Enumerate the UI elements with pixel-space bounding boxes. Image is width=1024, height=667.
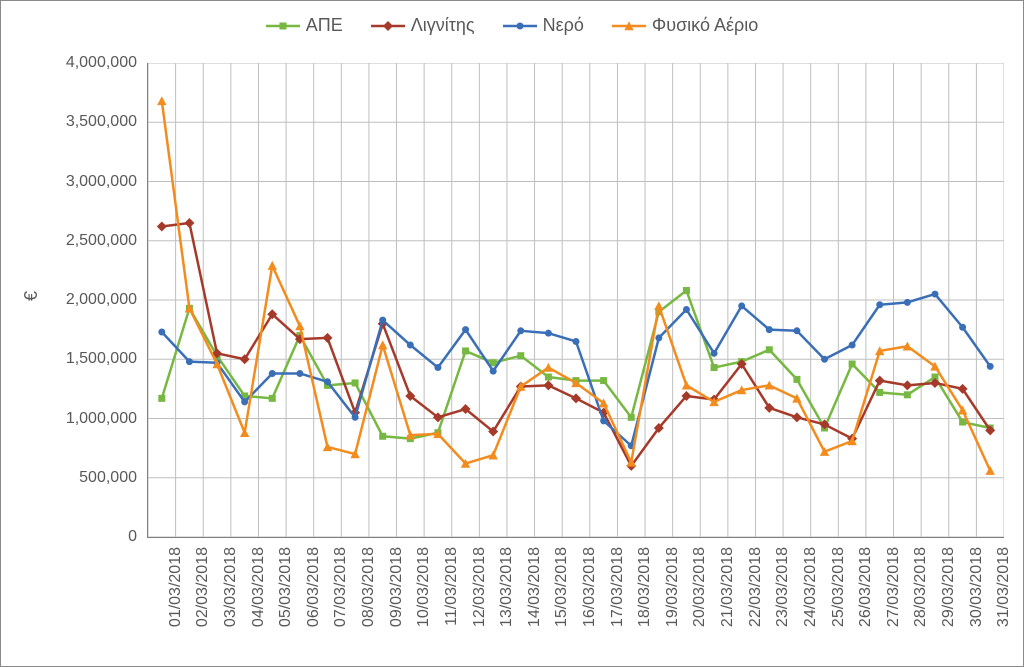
x-tick-label: 10/03/2018 [415,547,433,647]
y-axis-label: € [21,291,42,301]
x-tick-label: 16/03/2018 [581,547,599,647]
x-tick-label: 23/03/2018 [774,547,792,647]
legend-label: ΑΠΕ [306,15,343,36]
x-tick-label: 01/03/2018 [167,547,185,647]
x-tick-label: 20/03/2018 [691,547,709,647]
x-tick-label: 24/03/2018 [802,547,820,647]
x-tick-label: 26/03/2018 [857,547,875,647]
x-tick-label: 19/03/2018 [664,547,682,647]
x-tick-label: 29/03/2018 [940,547,958,647]
legend-swatch [371,19,405,33]
x-tick-label: 15/03/2018 [553,547,571,647]
legend-swatch [612,19,646,33]
x-tick-label: 07/03/2018 [332,547,350,647]
legend-label: Φυσικό Αέριο [652,15,758,36]
x-tick-label: 09/03/2018 [388,547,406,647]
chart-frame: ΑΠΕ Λιγνίτης Νερό Φυσικό Αέριο € 0 500,000 1,… [0,0,1024,667]
x-tick-label: 13/03/2018 [498,547,516,647]
y-tick-label: 1,000,000 [47,411,137,427]
legend-item: Λιγνίτης [371,15,475,36]
y-tick-label: 4,000,000 [47,55,137,71]
x-tick-label: 11/03/2018 [443,547,461,647]
x-tick-label: 06/03/2018 [305,547,323,647]
x-tick-label: 04/03/2018 [250,547,268,647]
x-tick-label: 08/03/2018 [360,547,378,647]
x-tick-label: 14/03/2018 [526,547,544,647]
legend-item: Νερό [503,15,584,36]
x-tick-label: 02/03/2018 [194,547,212,647]
x-tick-label: 21/03/2018 [719,547,737,647]
legend: ΑΠΕ Λιγνίτης Νερό Φυσικό Αέριο [1,15,1023,36]
y-tick-label: 0 [47,529,137,545]
x-tick-label: 31/03/2018 [995,547,1013,647]
x-tick-label: 28/03/2018 [912,547,930,647]
y-tick-label: 3,500,000 [47,114,137,130]
y-tick-label: 2,000,000 [47,292,137,308]
y-tick-label: 500,000 [47,470,137,486]
x-tick-label: 05/03/2018 [277,547,295,647]
y-tick-label: 1,500,000 [47,351,137,367]
legend-label: Λιγνίτης [411,15,475,36]
x-tick-label: 22/03/2018 [747,547,765,647]
plot-area [147,63,1004,538]
y-tick-label: 2,500,000 [47,233,137,249]
y-tick-label: 3,000,000 [47,174,137,190]
legend-swatch [503,19,537,33]
legend-swatch [266,19,300,33]
x-tick-label: 27/03/2018 [885,547,903,647]
x-tick-label: 25/03/2018 [830,547,848,647]
legend-label: Νερό [543,15,584,36]
legend-item: Φυσικό Αέριο [612,15,758,36]
x-tick-label: 18/03/2018 [636,547,654,647]
x-tick-label: 30/03/2018 [968,547,986,647]
legend-item: ΑΠΕ [266,15,343,36]
x-tick-label: 17/03/2018 [609,547,627,647]
x-tick-label: 12/03/2018 [471,547,489,647]
x-tick-label: 03/03/2018 [222,547,240,647]
